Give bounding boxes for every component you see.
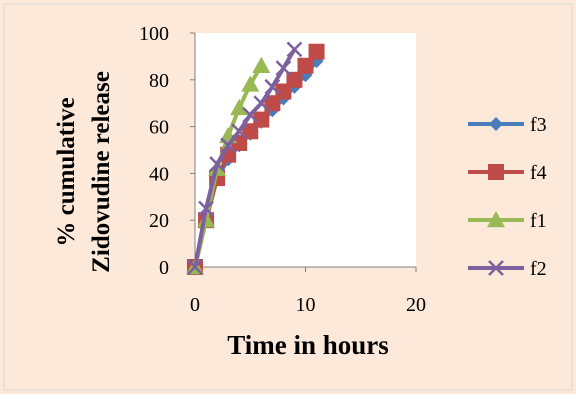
data-point-f2 <box>187 259 203 275</box>
series-layer <box>186 41 325 275</box>
x-axis-title: Time in hours <box>227 330 389 360</box>
legend-label: f1 <box>530 210 547 232</box>
legend-label: f2 <box>530 258 547 280</box>
data-point-f4 <box>253 111 270 128</box>
legend-marker-stroke <box>488 260 504 276</box>
legend-marker <box>489 117 503 131</box>
legend-label: f3 <box>530 114 547 136</box>
data-point-f2 <box>275 60 292 76</box>
data-point-f2 <box>286 41 303 58</box>
y-axis-title-line-1: % cumulative <box>53 97 80 246</box>
y-tick-label: 40 <box>149 163 169 185</box>
y-tick-label: 0 <box>159 257 169 279</box>
data-point-f1 <box>230 98 249 116</box>
data-point-f2 <box>231 123 248 140</box>
chart-border <box>3 3 573 391</box>
data-point-f2-stroke <box>275 60 292 76</box>
data-point-f4 <box>286 71 303 88</box>
data-point-f2-stroke <box>187 259 203 275</box>
legend-item-f4: f4 <box>468 162 547 184</box>
data-point-f2 <box>253 95 270 112</box>
legend-item-f1: f1 <box>468 210 547 232</box>
data-point-f2-stroke <box>253 95 270 112</box>
y-axis-title-line-2: Zidovudine release <box>88 71 115 273</box>
y-tick-label: 20 <box>149 210 169 232</box>
data-point-f2 <box>209 156 225 172</box>
data-point-f2-stroke <box>231 123 248 140</box>
data-point-f2-stroke <box>220 137 237 154</box>
data-point-f2 <box>198 200 214 217</box>
data-point-f2 <box>220 137 237 154</box>
legend-marker <box>487 211 505 228</box>
axes: 0 20 40 60 80 100 0 10 20 <box>139 23 426 316</box>
data-point-f2-stroke <box>198 200 214 217</box>
data-point-f4 <box>297 57 314 74</box>
y-tick-label: 100 <box>139 23 169 45</box>
series-line-f2 <box>193 47 297 269</box>
legend-label: f4 <box>530 162 547 184</box>
data-point-f2-stroke <box>264 78 281 95</box>
data-point-f2-stroke <box>286 41 303 58</box>
data-point-f1 <box>252 56 271 73</box>
legend-marker <box>488 164 504 180</box>
data-point-f2-stroke <box>209 156 225 172</box>
series-f2 <box>187 41 303 275</box>
x-tick-label: 0 <box>190 294 200 316</box>
data-point-f1 <box>241 75 260 92</box>
data-point-f4 <box>308 43 325 60</box>
x-tick-label: 20 <box>406 294 426 316</box>
legend: f3 f4 f1 f2 <box>468 114 547 280</box>
legend-item-f3: f3 <box>468 114 547 136</box>
legend-marker <box>488 260 504 276</box>
x-tick-label: 10 <box>296 294 316 316</box>
legend-item-f2: f2 <box>468 258 547 280</box>
y-tick-label: 80 <box>149 70 169 92</box>
y-tick-label: 60 <box>149 117 169 139</box>
data-point-f2 <box>264 78 281 95</box>
